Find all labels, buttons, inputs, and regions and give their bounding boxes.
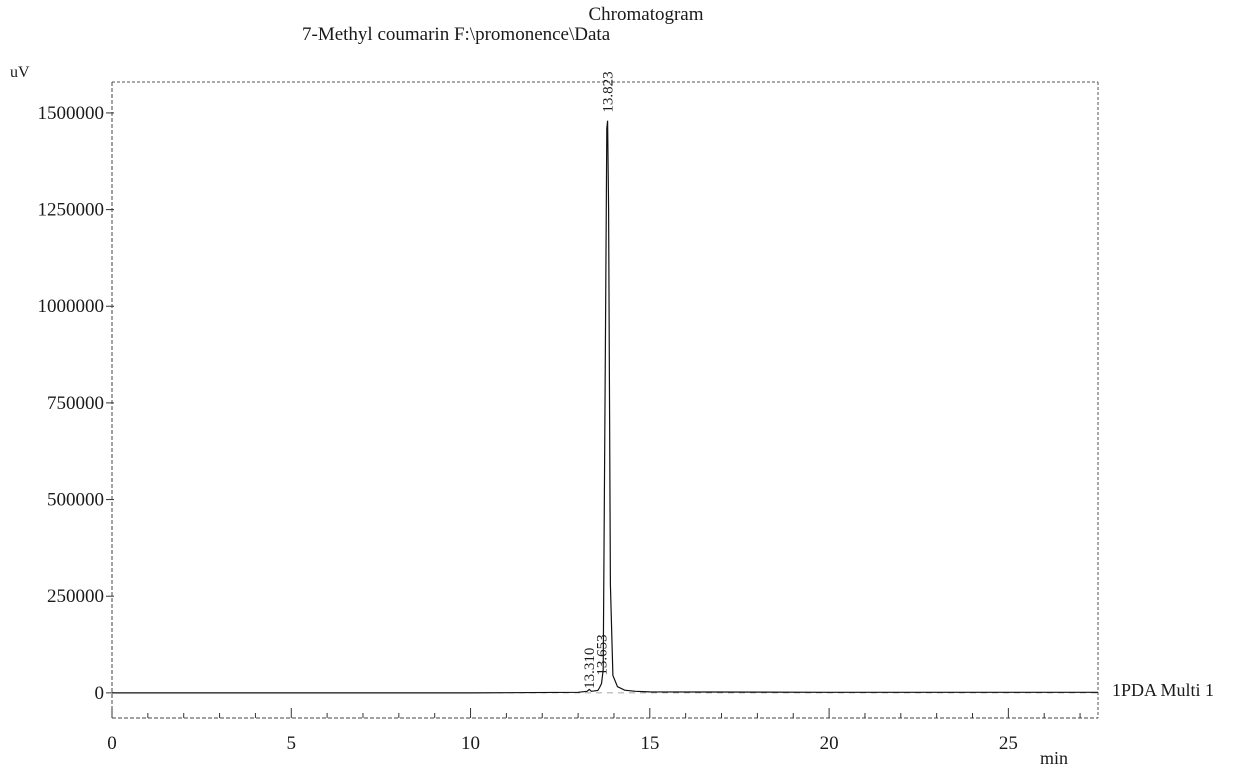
x-tick-label: 20 (820, 733, 839, 754)
peak-label: 13.310 (582, 648, 598, 689)
y-tick-label: 500000 (47, 490, 104, 511)
x-tick-label: 5 (287, 733, 297, 754)
series-name-label: 1PDA Multi 1 (1112, 680, 1215, 700)
y-axis-unit-label: uV (10, 64, 30, 81)
y-tick-label: 1000000 (38, 296, 105, 317)
chart-subtitle: 7-Methyl coumarin F:\promonence\Data (302, 24, 611, 45)
series-line-0 (112, 120, 1098, 694)
y-tick-label: 1250000 (38, 200, 105, 221)
chart-title: Chromatogram (588, 4, 704, 25)
y-tick-label: 1500000 (38, 103, 105, 124)
y-tick-label: 250000 (47, 586, 104, 607)
series-layer (112, 120, 1098, 694)
ticks-layer: 0 250000 500000 750000 1000000 1250000 1500000… (38, 103, 1081, 754)
y-tick-label: 750000 (47, 393, 104, 414)
x-tick-label: 25 (999, 733, 1018, 754)
x-axis-unit-label: min (1040, 748, 1069, 768)
peak-label: 13.653 (595, 634, 611, 675)
peak-label: 13.823 (601, 71, 617, 112)
x-tick-label: 0 (107, 733, 117, 754)
axes-layer (111, 81, 1099, 719)
y-tick-label: 0 (95, 683, 105, 704)
x-tick-label: 10 (461, 733, 480, 754)
x-tick-label: 15 (640, 733, 659, 754)
